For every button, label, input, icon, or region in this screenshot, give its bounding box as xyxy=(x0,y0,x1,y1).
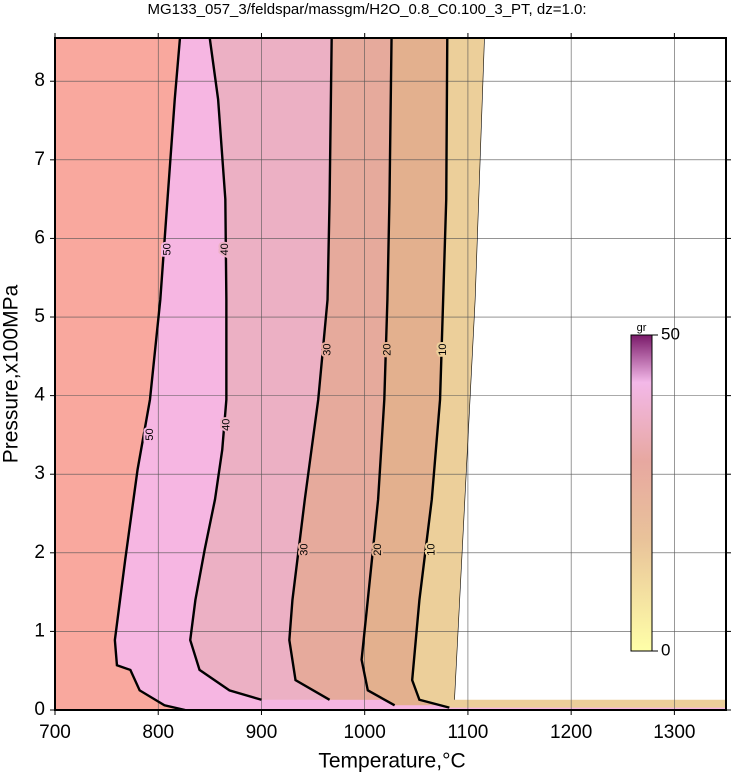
contour-line xyxy=(360,38,396,707)
region-fill xyxy=(454,38,726,700)
contour-label: 20 xyxy=(381,344,393,356)
y-tick-label: 8 xyxy=(34,70,45,91)
y-tick-label: 5 xyxy=(34,306,45,327)
contour-label: 30 xyxy=(299,544,311,556)
contour-label: 30 xyxy=(321,344,333,356)
colorbar-label: gr xyxy=(637,322,647,334)
x-tick-label: 1000 xyxy=(344,722,386,743)
contour-label: 40 xyxy=(219,243,231,255)
contour-line xyxy=(288,38,333,701)
x-tick-label: 1200 xyxy=(550,722,592,743)
y-axis-label: Pressure,x100MPa xyxy=(0,284,23,463)
x-tick-label: 800 xyxy=(142,722,174,743)
colorbar-tick-label: 50 xyxy=(661,324,680,343)
contour-label: 10 xyxy=(437,344,449,356)
contour-label: 50 xyxy=(161,243,173,255)
plot-area: 50 50 40 40 30 30 20 20 10 10 xyxy=(55,38,726,710)
contour-line xyxy=(454,38,485,700)
x-tick-label: 1300 xyxy=(653,722,695,743)
contour-label: 40 xyxy=(220,419,232,431)
frame xyxy=(54,37,727,711)
x-tick-label: 700 xyxy=(39,722,71,743)
contour-label: 20 xyxy=(372,544,384,556)
y-tick-label: 3 xyxy=(34,463,45,484)
x-tick-label: 900 xyxy=(246,722,278,743)
y-tick-label: 4 xyxy=(34,385,45,406)
colorbar xyxy=(630,334,653,652)
y-tick-label: 1 xyxy=(34,620,45,641)
x-tick-label: 1100 xyxy=(447,722,488,743)
contour-label: 50 xyxy=(144,428,156,440)
contour-line xyxy=(410,38,450,709)
contour-line xyxy=(113,38,186,710)
y-tick-label: 0 xyxy=(34,699,45,720)
y-tick-label: 6 xyxy=(34,227,45,248)
contour-label: 10 xyxy=(426,544,438,556)
y-tick-label: 2 xyxy=(34,542,45,563)
y-tick-label: 7 xyxy=(34,149,45,170)
chart-title: MG133_057_3/feldspar/massgm/H2O_0.8_C0.1… xyxy=(147,1,586,18)
colorbar-tick-label: 0 xyxy=(661,640,670,659)
contour-line xyxy=(189,38,262,701)
x-axis-label: Temperature,°C xyxy=(318,750,465,773)
